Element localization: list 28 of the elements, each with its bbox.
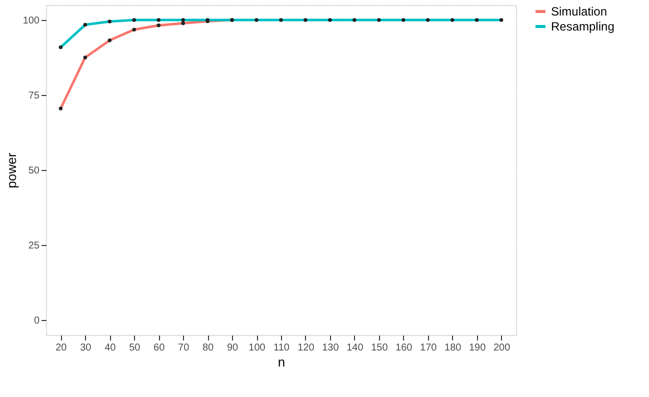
x-tick-label: 90 [226, 342, 239, 354]
x-tick-label: 190 [468, 342, 486, 354]
x-tick-label: 30 [80, 342, 92, 354]
x-tick-label: 180 [444, 342, 462, 354]
y-tick-label: 50 [28, 166, 40, 176]
x-tick-label: 100 [248, 342, 266, 354]
y-tick-label: 25 [28, 240, 40, 252]
x-tick-label: 130 [322, 342, 340, 354]
x-axis-title: n [278, 354, 286, 370]
x-tick-label: 80 [202, 342, 214, 354]
legend-label: Simulation [551, 4, 608, 18]
y-axis-title: power [4, 152, 19, 188]
x-tick-label: 20 [56, 342, 68, 354]
legend-label: Resampling [551, 20, 614, 34]
x-tick-label: 50 [129, 342, 141, 354]
x-tick-label: 70 [178, 342, 190, 354]
x-tick-label: 200 [493, 342, 511, 354]
x-tick-label: 150 [371, 342, 388, 354]
x-tick-label: 160 [396, 342, 413, 354]
x-tick-label: 40 [104, 342, 116, 354]
x-tick-label: 120 [298, 342, 315, 354]
y-tick-label: 0 [34, 316, 40, 326]
x-tick-label: 140 [346, 342, 364, 354]
x-tick-label: 60 [154, 342, 166, 354]
y-tick-label: 75 [28, 90, 40, 102]
x-tick-label: 110 [274, 342, 290, 354]
y-tick-label: 100 [22, 16, 40, 26]
x-tick-label: 170 [420, 342, 438, 354]
